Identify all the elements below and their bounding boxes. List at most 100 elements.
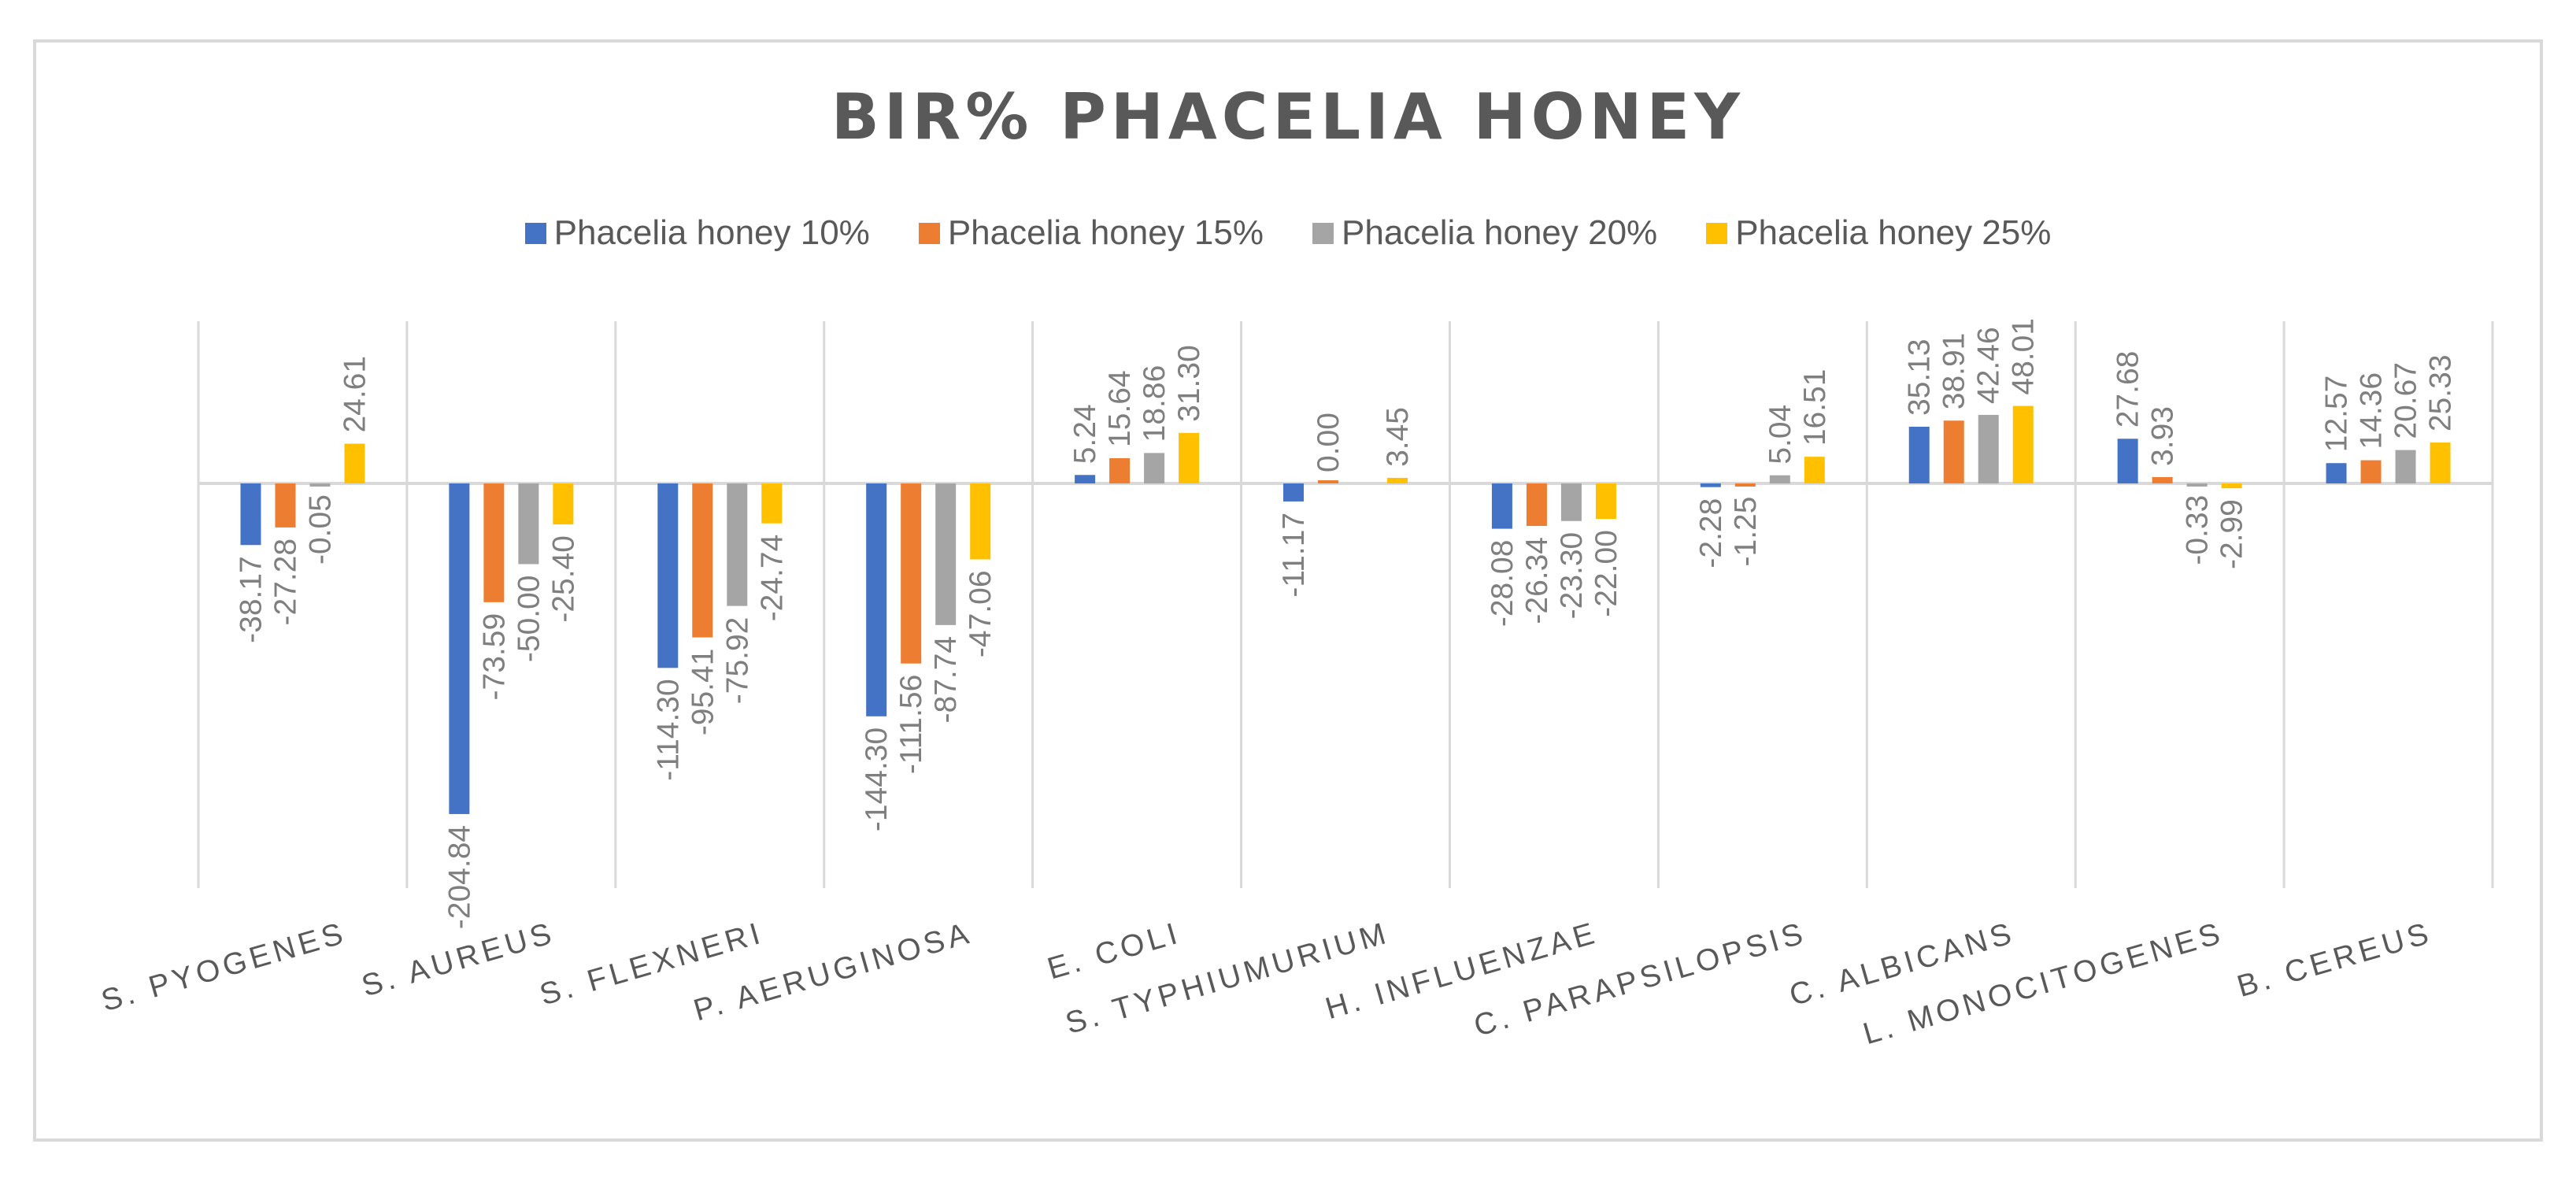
bar-15 — [1943, 420, 1964, 483]
bar-25 — [1179, 432, 1200, 483]
bar-15 — [1109, 457, 1131, 483]
bar-15 — [692, 483, 713, 638]
bar-20 — [1560, 483, 1582, 521]
bar-10 — [866, 483, 887, 716]
data-label: 3.45 — [1381, 407, 1415, 467]
bar-25 — [1387, 477, 1408, 483]
data-label: -2.99 — [2215, 499, 2249, 569]
bar-20 — [1978, 414, 1999, 483]
data-label: -204.84 — [442, 825, 476, 929]
data-label: 16.51 — [1798, 369, 1832, 446]
data-label: 35.13 — [1903, 339, 1937, 416]
bar-10 — [240, 483, 261, 546]
data-label: -50.00 — [512, 576, 546, 663]
data-label: 31.30 — [1172, 345, 1206, 422]
data-label: 5.24 — [1068, 404, 1102, 464]
data-label: 27.68 — [2112, 351, 2145, 428]
data-label: 42.46 — [1972, 327, 2006, 404]
bar-20 — [727, 483, 748, 606]
data-label: 12.57 — [2320, 376, 2354, 453]
legend-item-25: Phacelia honey 25% — [1706, 213, 2051, 253]
bar-20 — [1144, 453, 1165, 483]
data-label: -111.56 — [894, 675, 928, 774]
data-label: 24.61 — [338, 356, 372, 433]
category-label: L. MONOCITOGENES — [1860, 916, 2227, 1051]
data-label: 14.36 — [2355, 372, 2389, 450]
bar-25 — [2012, 405, 2034, 483]
bar-15 — [901, 483, 922, 664]
chart-legend: Phacelia honey 10% Phacelia honey 15% Ph… — [0, 209, 2576, 257]
data-label: 38.91 — [1938, 333, 1971, 410]
bar-15 — [2152, 476, 2173, 483]
bar-10 — [1075, 475, 1096, 483]
legend-swatch-15 — [918, 222, 940, 244]
bar-10 — [2117, 439, 2138, 483]
legend-item-20: Phacelia honey 20% — [1312, 213, 1657, 253]
data-label: 0.00 — [1312, 413, 1345, 472]
bar-15 — [1734, 483, 1756, 487]
data-label: 48.01 — [2007, 318, 2041, 395]
legend-label-25: Phacelia honey 25% — [1735, 213, 2052, 252]
chart-title: BIR% PHACELIA HONEY — [831, 80, 1745, 154]
data-label: -95.41 — [686, 649, 720, 736]
bar-10 — [1283, 483, 1304, 502]
data-label: -23.30 — [1555, 532, 1589, 620]
legend-label-15: Phacelia honey 15% — [947, 213, 1264, 252]
category-label: E. COLI — [1044, 916, 1185, 986]
bar-15 — [1318, 480, 1338, 483]
data-label: -27.28 — [268, 539, 302, 626]
bar-10 — [449, 483, 470, 814]
bar-20 — [518, 483, 539, 565]
bar-25 — [553, 483, 574, 525]
data-label: -22.00 — [1590, 530, 1623, 617]
bar-20 — [2395, 450, 2416, 483]
bar-25 — [344, 443, 365, 483]
category-label: B. CEREUS — [2234, 916, 2436, 1004]
bar-10 — [1700, 483, 1721, 487]
data-label: -11.17 — [1277, 513, 1311, 598]
data-label: -87.74 — [929, 636, 963, 724]
legend-label-10: Phacelia honey 10% — [553, 213, 870, 252]
bar-25 — [2221, 483, 2242, 489]
data-label: -28.08 — [1486, 540, 1519, 628]
bar-25 — [1804, 457, 1825, 483]
data-label: 25.33 — [2424, 354, 2458, 431]
category-label: S. PYOGENES — [98, 916, 350, 1018]
data-label: 20.67 — [2389, 362, 2423, 439]
data-label: -0.33 — [2181, 495, 2215, 565]
legend-item-15: Phacelia honey 15% — [918, 213, 1264, 253]
bar-20 — [1769, 475, 1790, 483]
data-label: 3.93 — [2146, 406, 2180, 466]
data-label: -47.06 — [964, 570, 997, 657]
data-label: -26.34 — [1520, 537, 1554, 624]
data-label: -114.30 — [651, 679, 685, 780]
bar-15 — [275, 483, 296, 528]
data-label: -144.30 — [860, 727, 894, 831]
data-label: 18.86 — [1138, 365, 1171, 442]
data-label: -73.59 — [477, 613, 511, 701]
data-label: -1.25 — [1729, 497, 1763, 567]
data-label: -0.05 — [303, 494, 337, 565]
bar-20 — [935, 483, 957, 625]
legend-label-20: Phacelia honey 20% — [1342, 213, 1658, 252]
legend-swatch-10 — [524, 222, 546, 244]
bar-20 — [309, 483, 331, 487]
bar-10 — [1908, 426, 1930, 483]
bar-25 — [1595, 483, 1616, 520]
bar-10 — [657, 483, 679, 668]
data-label: 15.64 — [1103, 370, 1137, 447]
data-label: -38.17 — [234, 556, 268, 643]
category-label: C. PARAPSILOPSIS — [1470, 916, 1810, 1043]
bar-25 — [2430, 442, 2451, 483]
bar-10 — [2326, 463, 2347, 483]
data-label: -2.28 — [1694, 498, 1728, 568]
bar-15 — [483, 483, 505, 602]
legend-swatch-25 — [1706, 222, 1728, 244]
bar-20 — [2186, 483, 2208, 487]
bar-25 — [761, 483, 783, 524]
bar-15 — [2360, 460, 2382, 483]
bar-25 — [970, 483, 991, 560]
bar-15 — [1526, 483, 1547, 526]
data-label: -25.40 — [546, 535, 580, 623]
